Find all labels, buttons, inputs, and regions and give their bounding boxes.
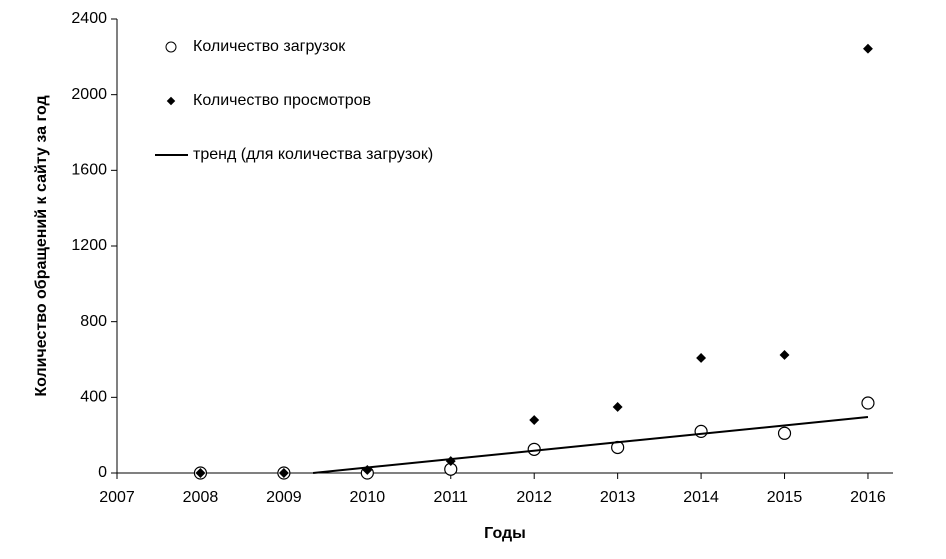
data-point <box>696 353 707 363</box>
y-tick-label: 400 <box>80 389 107 406</box>
y-tick-label: 2400 <box>71 10 107 27</box>
x-tick-label: 2014 <box>683 489 719 506</box>
data-point <box>777 426 792 440</box>
y-tick-label: 800 <box>80 313 107 330</box>
x-tick-label: 2008 <box>183 489 219 506</box>
y-axis-title: Количество обращений к сайту за год <box>33 95 50 396</box>
x-tick-label: 2009 <box>266 489 302 506</box>
y-tick-label: 1200 <box>71 237 107 254</box>
data-point <box>779 350 790 360</box>
data-point <box>612 402 623 412</box>
y-tick-label: 1600 <box>71 162 107 179</box>
legend-label: Количество просмотров <box>193 92 371 109</box>
x-tick-label: 2013 <box>600 489 636 506</box>
data-point <box>278 468 289 478</box>
y-tick-label: 0 <box>98 464 107 481</box>
legend-label: Количество загрузок <box>193 38 346 55</box>
data-point <box>694 424 708 438</box>
x-axis-title: Годы <box>484 525 526 542</box>
data-point <box>195 468 206 478</box>
x-tick-label: 2011 <box>434 489 469 506</box>
x-tick-label: 2007 <box>99 489 135 506</box>
legend-marker <box>166 96 176 106</box>
x-tick-label: 2012 <box>516 489 552 506</box>
y-tick-label: 2000 <box>71 86 107 103</box>
data-point <box>529 415 540 425</box>
x-tick-label: 2016 <box>850 489 886 506</box>
x-tick-label: 2010 <box>350 489 386 506</box>
data-point <box>863 43 873 54</box>
legend-label: тренд (для количества загрузок) <box>193 146 433 163</box>
data-point <box>861 396 875 410</box>
x-tick-label: 2015 <box>767 489 803 506</box>
trend-line <box>312 416 869 474</box>
legend-marker <box>165 41 177 53</box>
